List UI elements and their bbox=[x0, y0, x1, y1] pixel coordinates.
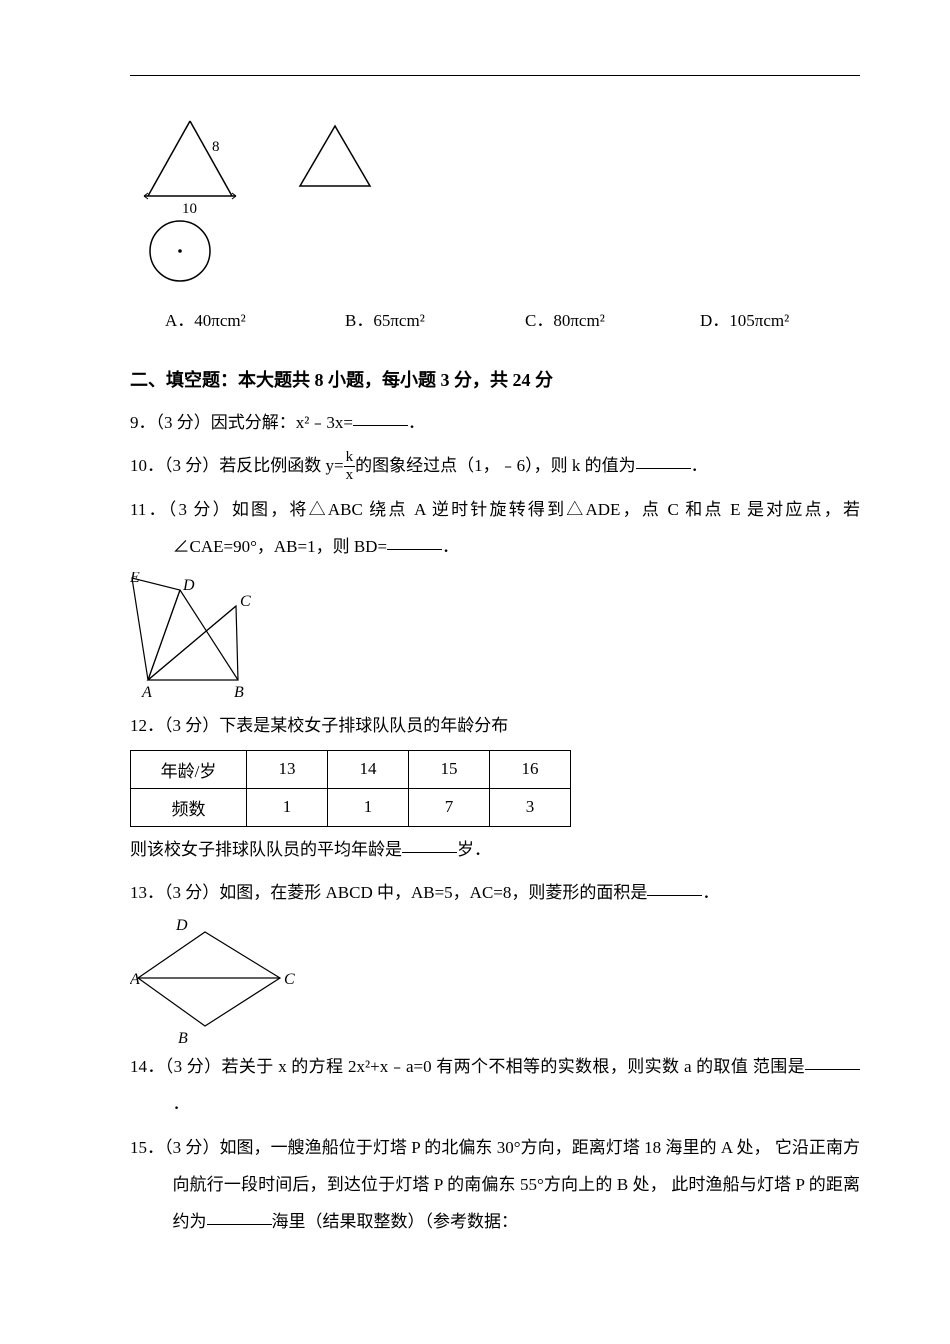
label-D: D bbox=[175, 918, 188, 934]
q10-prefix: 10．（3 分）若反比例函数 y= bbox=[130, 456, 344, 475]
label-B: B bbox=[234, 684, 244, 701]
q14: 14．（3 分）若关于 x 的方程 2x²+x﹣a=0 有两个不相等的实数根，则… bbox=[130, 1048, 860, 1123]
q14-line2-suffix: ． bbox=[173, 1094, 190, 1113]
label-E: E bbox=[130, 572, 140, 586]
q15: 15．（3 分）如图，一艘渔船位于灯塔 P 的北偏东 30°方向，距离灯塔 18… bbox=[130, 1129, 860, 1241]
td-freq-label: 频数 bbox=[131, 788, 247, 826]
q13-suffix: ． bbox=[702, 883, 719, 902]
q11: 11．（3 分）如图，将△ABC 绕点 A 逆时针旋转得到△ADE，点 C 和点… bbox=[130, 491, 860, 566]
label-C: C bbox=[240, 593, 251, 610]
q9-blank bbox=[353, 406, 408, 426]
choice-d: D．105πcm² bbox=[700, 306, 789, 331]
choice-a-text: 40πcm² bbox=[194, 311, 245, 330]
small-triangle-figure bbox=[280, 116, 390, 206]
q15-line1: 15．（3 分）如图，一艘渔船位于灯塔 P 的北偏东 30°方向，距离灯塔 18… bbox=[130, 1138, 771, 1157]
choice-b-text: 65πcm² bbox=[373, 311, 424, 330]
cone-base-label: 10 bbox=[182, 201, 197, 217]
q12-table: 年龄/岁 13 14 15 16 频数 1 1 7 3 bbox=[130, 750, 571, 827]
label-A: A bbox=[141, 684, 152, 701]
section-2-title: 二、填空题：本大题共 8 小题，每小题 3 分，共 24 分 bbox=[130, 366, 860, 392]
q13-prefix: 13．（3 分）如图，在菱形 ABCD 中，AB=5，AC=8，则菱形的面积是 bbox=[130, 883, 647, 902]
choice-d-text: 105πcm² bbox=[729, 311, 789, 330]
q11-line2-prefix: ∠CAE=90°，AB=1，则 BD= bbox=[173, 537, 388, 556]
q12-after: 则该校女子排球队队员的平均年龄是 岁． bbox=[130, 831, 860, 868]
th-16: 16 bbox=[490, 750, 571, 788]
q14-line1: 14．（3 分）若关于 x 的方程 2x²+x﹣a=0 有两个不相等的实数根，则… bbox=[130, 1057, 748, 1076]
choice-a: A．40πcm² bbox=[165, 306, 345, 331]
q10: 10．（3 分）若反比例函数 y=kx的图象经过点（1，﹣6），则 k 的值为 ． bbox=[130, 447, 860, 484]
label-A: A bbox=[130, 971, 140, 988]
table-header-row: 年龄/岁 13 14 15 16 bbox=[131, 750, 571, 788]
q14-line2-prefix: 范围是 bbox=[753, 1057, 805, 1076]
th-15: 15 bbox=[409, 750, 490, 788]
q11-blank bbox=[387, 530, 442, 550]
choice-c-text: 80πcm² bbox=[553, 311, 604, 330]
table-data-row: 频数 1 1 7 3 bbox=[131, 788, 571, 826]
q15-blank bbox=[207, 1206, 272, 1226]
frac-num: k bbox=[344, 449, 356, 467]
header-rule bbox=[130, 75, 860, 76]
q13: 13．（3 分）如图，在菱形 ABCD 中，AB=5，AC=8，则菱形的面积是 ． bbox=[130, 874, 860, 911]
q13-blank bbox=[647, 877, 702, 897]
choice-c: C．80πcm² bbox=[525, 306, 700, 331]
cone-figure: 8 10 bbox=[130, 116, 250, 286]
label-B: B bbox=[178, 1030, 188, 1047]
q10-mid: 的图象经过点（1，﹣6），则 k 的值为 bbox=[355, 456, 636, 475]
q8-figures: 8 10 bbox=[130, 116, 860, 286]
q10-blank bbox=[636, 450, 691, 470]
q12-blank bbox=[402, 833, 457, 853]
q11-line1: 11．（3 分）如图，将△ABC 绕点 A 逆时针旋转得到△ADE，点 C 和点… bbox=[130, 500, 860, 519]
q9-suffix: ． bbox=[408, 413, 425, 432]
td-v2: 7 bbox=[409, 788, 490, 826]
q12-after-suffix: 岁． bbox=[457, 840, 491, 859]
q11-line2-suffix: ． bbox=[442, 537, 459, 556]
label-D: D bbox=[182, 577, 195, 594]
q15-line3-suffix: 海里（结果取整数）（参考数据： bbox=[272, 1212, 519, 1231]
q12-after-prefix: 则该校女子排球队队员的平均年龄是 bbox=[130, 840, 402, 859]
q12-intro: 12．（3 分）下表是某校女子排球队队员的年龄分布 bbox=[130, 707, 860, 744]
cone-side-label: 8 bbox=[212, 139, 220, 155]
q9: 9．（3 分）因式分解：x²﹣3x= ． bbox=[130, 404, 860, 441]
th-age: 年龄/岁 bbox=[131, 750, 247, 788]
th-14: 14 bbox=[328, 750, 409, 788]
choice-b: B．65πcm² bbox=[345, 306, 525, 331]
q8-choices: A．40πcm² B．65πcm² C．80πcm² D．105πcm² bbox=[165, 306, 860, 331]
td-v3: 3 bbox=[490, 788, 571, 826]
q10-suffix: ． bbox=[691, 456, 708, 475]
q11-figure: E D C A B bbox=[130, 572, 270, 707]
label-C: C bbox=[284, 971, 295, 988]
td-v0: 1 bbox=[247, 788, 328, 826]
q14-blank bbox=[805, 1050, 860, 1070]
frac-den: x bbox=[344, 467, 356, 484]
q10-fraction: kx bbox=[344, 449, 356, 483]
q13-figure: A C D B bbox=[130, 918, 305, 1048]
q9-prefix: 9．（3 分）因式分解：x²﹣3x= bbox=[130, 413, 353, 432]
th-13: 13 bbox=[247, 750, 328, 788]
td-v1: 1 bbox=[328, 788, 409, 826]
